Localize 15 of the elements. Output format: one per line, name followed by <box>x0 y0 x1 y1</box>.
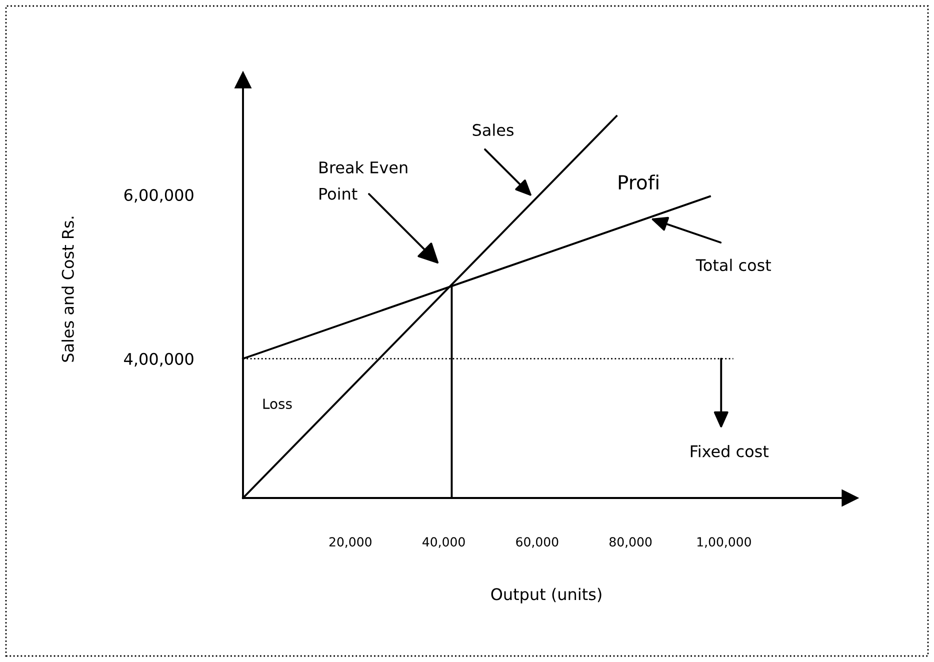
x-tick-label: 80,000 <box>610 537 652 548</box>
y-axis-title: Sales and Cost Rs. <box>62 216 74 362</box>
x-tick-label: 20,000 <box>329 537 372 548</box>
annotation: Fixed cost <box>690 444 769 458</box>
y-tick-label: 6,00,000 <box>124 188 194 203</box>
annotation: Break Even Point <box>320 161 408 200</box>
x-tick-label: 40,000 <box>422 537 465 548</box>
x-tick-label: 60,000 <box>516 537 558 548</box>
annotation: Total cost <box>696 258 771 272</box>
annotation: Profi <box>618 174 658 190</box>
x-axis-title: Output (units) <box>491 588 602 604</box>
annotation: Loss <box>263 398 292 410</box>
annotation: Sales <box>472 124 514 136</box>
x-tick-label: 1,00,000 <box>697 537 751 548</box>
y-tick-label: 4,00,000 <box>124 352 194 367</box>
